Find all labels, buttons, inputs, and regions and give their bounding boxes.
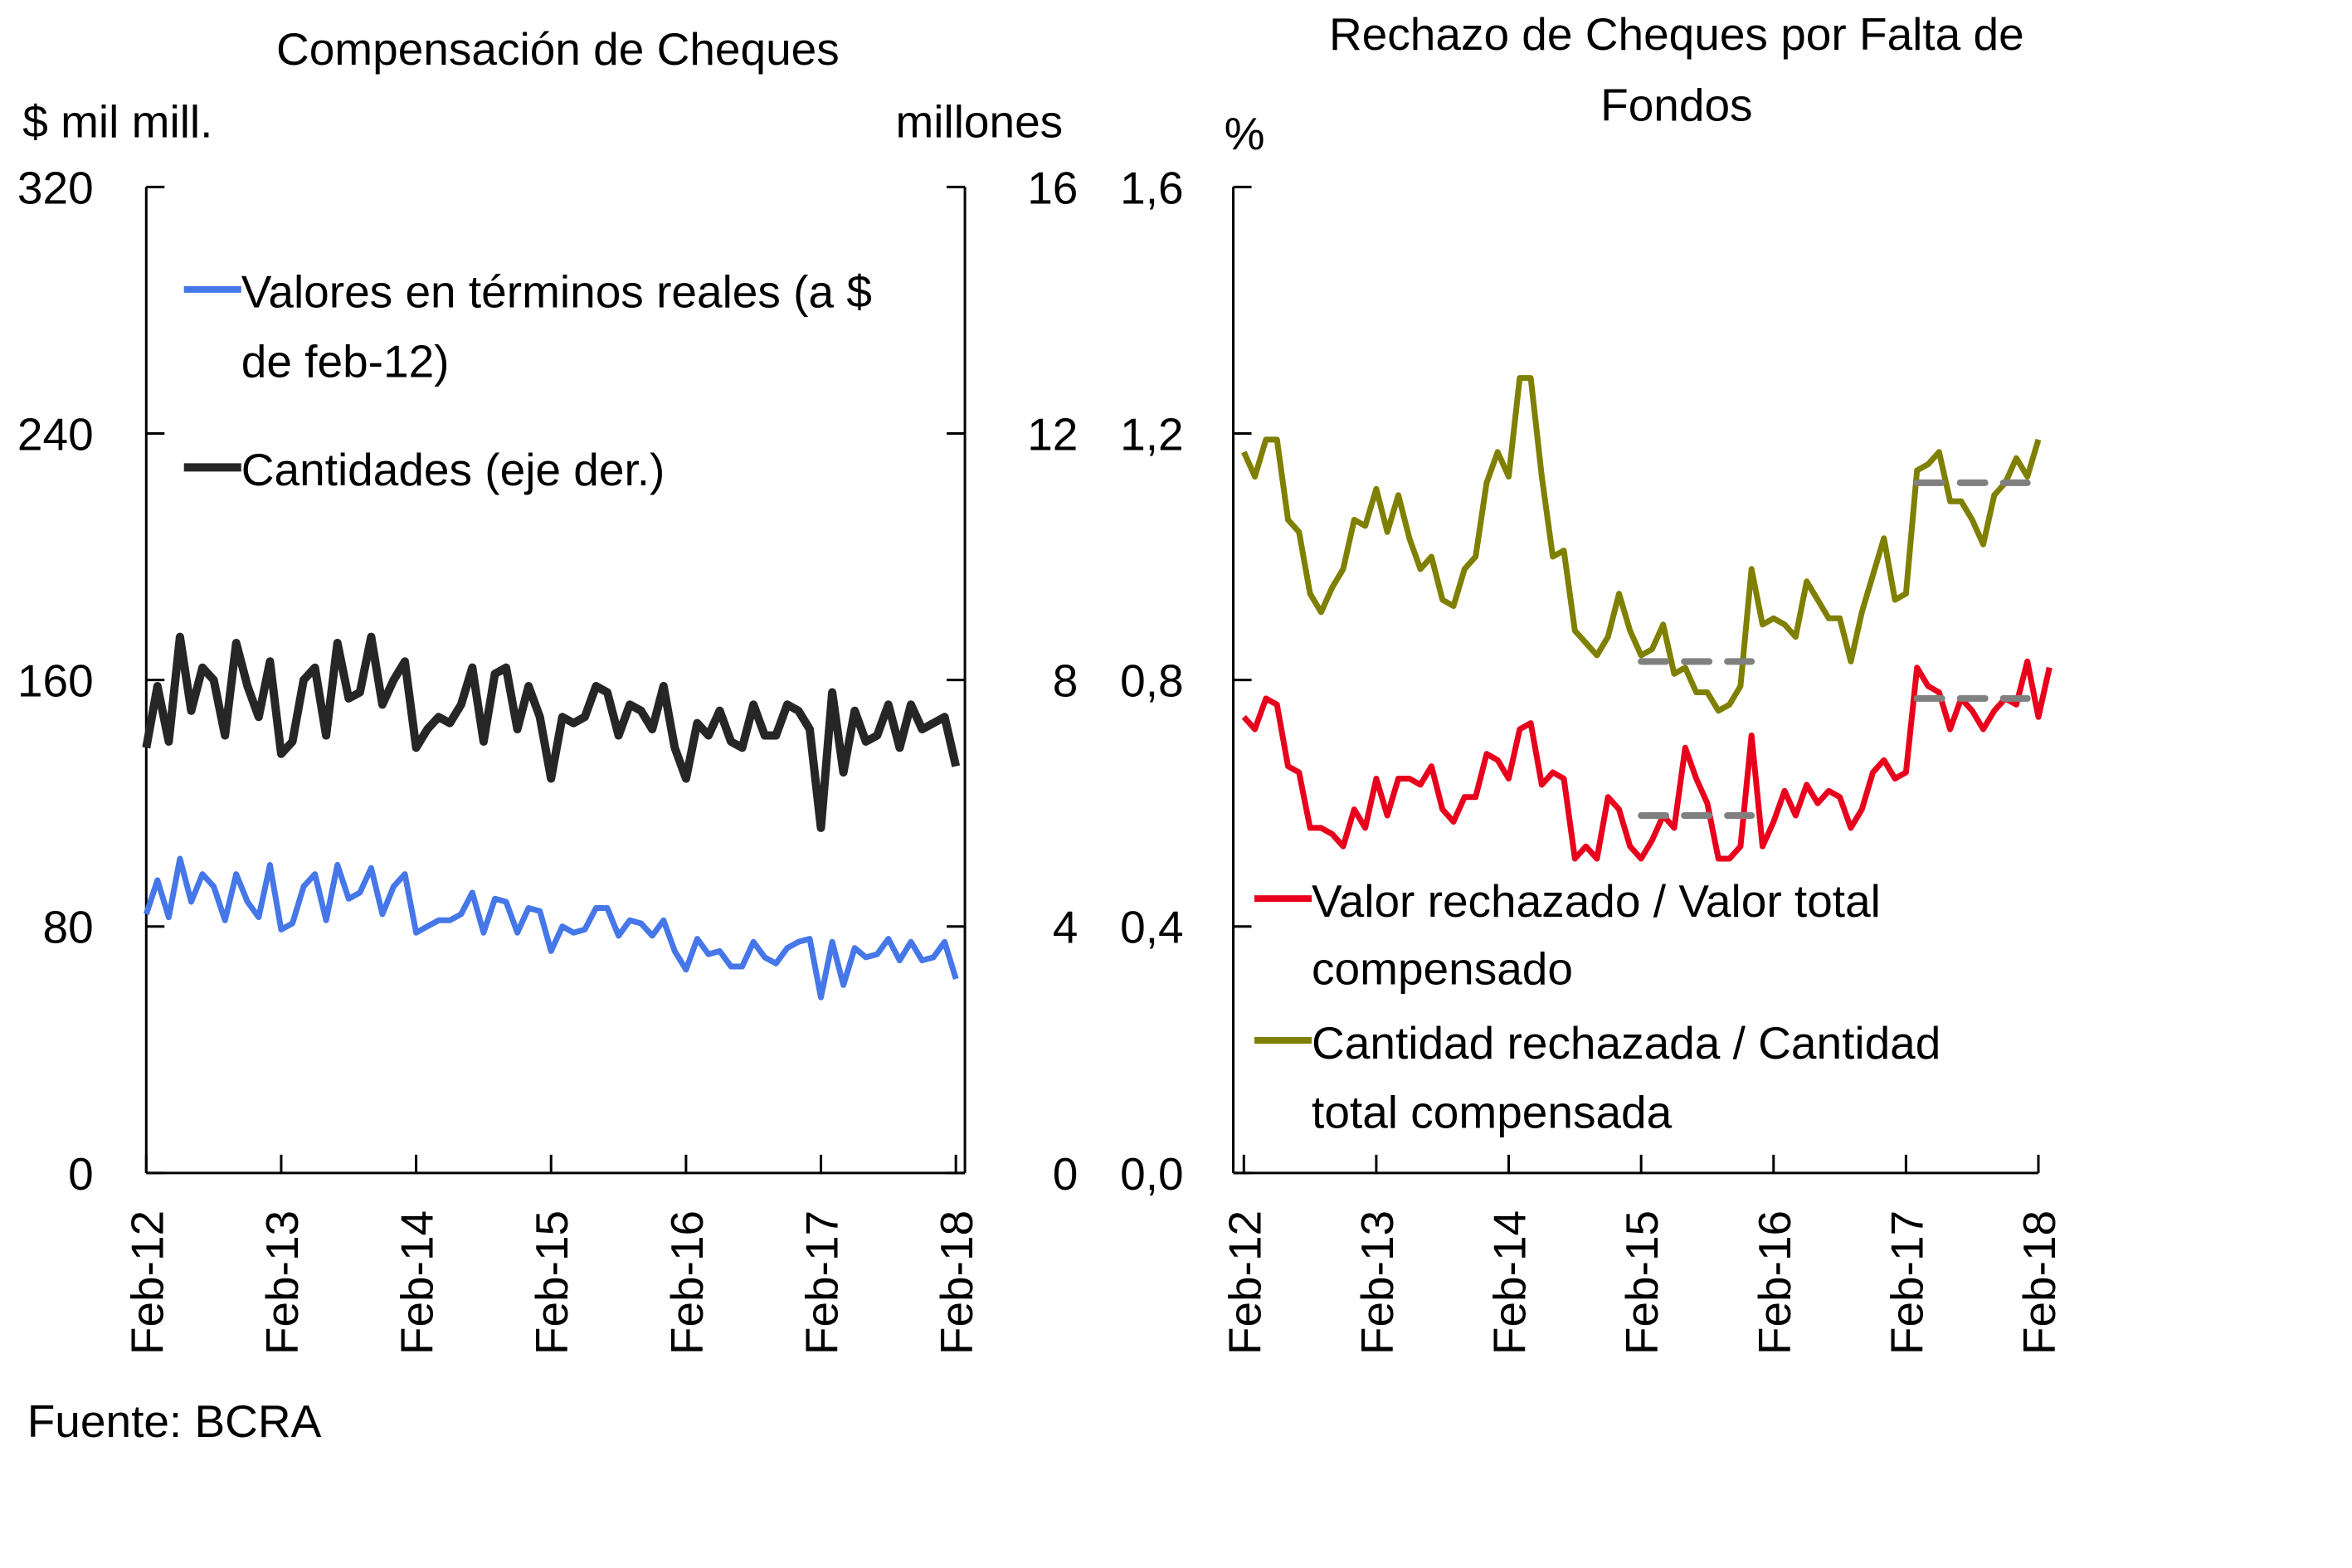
left-y2-tick-label: 8 bbox=[1053, 655, 1079, 707]
legend-label-cantidad-rechazada-line1: Cantidad rechazada / Cantidad bbox=[1312, 1017, 1941, 1069]
series-cantidades-line bbox=[142, 632, 961, 832]
legend-label-cantidad-rechazada-line2: total compensada bbox=[1312, 1086, 1673, 1137]
right-x-tick-label: Feb-12 bbox=[1219, 1210, 1270, 1355]
left-x-tick-label: Feb-15 bbox=[526, 1210, 577, 1355]
left-y-tick-label: 80 bbox=[42, 902, 93, 953]
left-x-tick-label: Feb-14 bbox=[392, 1210, 443, 1355]
right-chart-title-line1: Rechazo de Cheques por Falta de bbox=[1329, 8, 2024, 60]
left-chart-title: Compensación de Cheques bbox=[276, 23, 840, 75]
left-y2-axis-title: millones bbox=[895, 95, 1063, 147]
left-x-tick-label: Feb-12 bbox=[121, 1210, 173, 1355]
left-y2-tick-label: 0 bbox=[1053, 1148, 1079, 1200]
left-y-axis-title: $ mil mill. bbox=[22, 95, 212, 147]
left-x-tick-label: Feb-18 bbox=[931, 1210, 982, 1355]
right-y-axis-title: % bbox=[1225, 108, 1265, 159]
right-x-tick-label: Feb-18 bbox=[2014, 1210, 2065, 1355]
series-valor-rechazado-line bbox=[1241, 658, 2053, 862]
left-y-tick-label: 240 bbox=[17, 408, 94, 460]
legend-label-cantidades: Cantidades (eje der.) bbox=[241, 444, 665, 495]
right-y-tick-label: 1,2 bbox=[1120, 408, 1183, 460]
right-x-tick-label: Feb-16 bbox=[1749, 1210, 1800, 1355]
legend-label-valores-line2: de feb-12) bbox=[241, 335, 450, 387]
legend-label-valor-rechazado-line1: Valor rechazado / Valor total bbox=[1312, 875, 1881, 927]
left-y2-tick-label: 16 bbox=[1027, 162, 1078, 213]
left-y-tick-label: 320 bbox=[17, 162, 94, 213]
right-x-tick-label: Feb-15 bbox=[1616, 1210, 1668, 1355]
source-note: Fuente: BCRA bbox=[27, 1395, 322, 1447]
right-x-tick-label: Feb-13 bbox=[1351, 1210, 1403, 1355]
left-y-tick-label: 160 bbox=[17, 655, 94, 707]
right-y-tick-label: 0,8 bbox=[1120, 655, 1183, 707]
right-y-tick-label: 0,0 bbox=[1120, 1148, 1183, 1200]
right-chart-title-line2: Fondos bbox=[1600, 79, 1752, 130]
series-valores-line bbox=[143, 855, 959, 1001]
right-y-tick-label: 0,4 bbox=[1120, 902, 1183, 953]
left-x-tick-label: Feb-17 bbox=[796, 1210, 848, 1355]
right-x-tick-label: Feb-14 bbox=[1484, 1210, 1536, 1355]
right-x-tick-label: Feb-17 bbox=[1881, 1210, 1932, 1355]
left-y2-tick-label: 4 bbox=[1053, 902, 1079, 953]
left-y-tick-label: 0 bbox=[68, 1148, 94, 1200]
right-y-tick-label: 1,6 bbox=[1120, 162, 1183, 213]
series-cantidad-rechazada-line bbox=[1241, 375, 2042, 714]
legend-label-valores-line1: Valores en términos reales (a $ bbox=[241, 266, 872, 318]
legend-label-valor-rechazado-line2: compensado bbox=[1312, 943, 1573, 995]
left-y2-tick-label: 12 bbox=[1027, 408, 1078, 460]
left-x-tick-label: Feb-13 bbox=[256, 1210, 308, 1355]
left-x-tick-label: Feb-16 bbox=[661, 1210, 713, 1355]
